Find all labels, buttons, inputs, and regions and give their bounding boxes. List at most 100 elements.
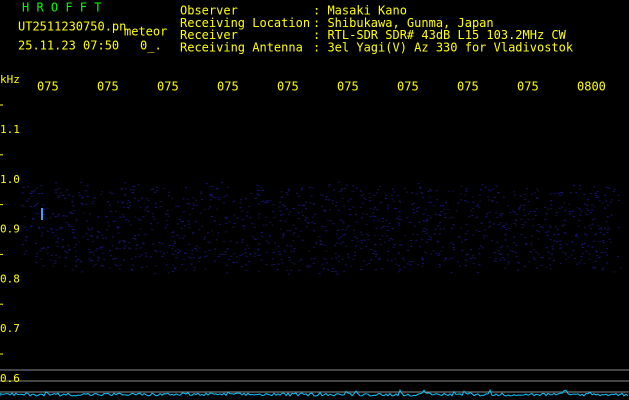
noise-pixel [284, 205, 286, 207]
noise-pixel [177, 205, 180, 207]
noise-pixel [235, 242, 238, 243]
noise-pixel [493, 197, 496, 198]
noise-pixel [42, 247, 45, 249]
time-label: 075 [277, 80, 299, 94]
noise-pixel [41, 248, 44, 250]
noise-pixel [350, 265, 353, 267]
app-name: H R O F F T [22, 1, 101, 15]
noise-pixel [513, 191, 516, 193]
noise-pixel [96, 237, 99, 239]
noise-pixel [251, 223, 254, 225]
noise-pixel [480, 245, 483, 247]
noise-pixel [598, 256, 601, 258]
noise-pixel [318, 236, 321, 238]
noise-pixel [319, 239, 322, 241]
noise-pixel [576, 236, 579, 238]
noise-pixel [575, 192, 578, 194]
noise-pixel [179, 221, 182, 223]
noise-pixel [553, 240, 556, 242]
noise-pixel [199, 193, 202, 195]
noise-pixel [173, 243, 176, 244]
noise-pixel [226, 248, 229, 250]
noise-pixel [496, 216, 499, 218]
noise-pixel [218, 199, 220, 201]
noise-pixel [339, 219, 342, 221]
noise-pixel [198, 247, 201, 249]
noise-pixel [146, 206, 149, 208]
noise-pixel [272, 211, 275, 213]
noise-pixel [573, 184, 576, 186]
noise-pixel [180, 227, 183, 229]
noise-pixel [525, 243, 528, 245]
noise-pixel [308, 265, 311, 267]
noise-pixel [421, 192, 424, 194]
noise-pixel [80, 182, 83, 183]
noise-pixel [475, 205, 478, 207]
noise-pixel [223, 196, 226, 198]
noise-pixel [41, 232, 44, 234]
noise-pixel [298, 260, 301, 262]
noise-pixel [306, 222, 309, 223]
noise-pixel [447, 208, 450, 210]
noise-pixel [272, 204, 275, 206]
noise-pixel [427, 238, 430, 240]
noise-pixel [98, 257, 101, 259]
noise-pixel [140, 254, 143, 256]
noise-pixel [289, 211, 292, 213]
noise-pixel [97, 260, 100, 262]
noise-pixel [437, 225, 440, 227]
noise-pixel [618, 227, 621, 229]
noise-pixel [230, 255, 233, 257]
noise-pixel [279, 228, 282, 230]
noise-pixel [563, 232, 566, 233]
noise-pixel [578, 220, 581, 222]
noise-pixel [530, 194, 533, 195]
noise-pixel [379, 185, 381, 187]
freq-label: 1.0 [0, 173, 20, 186]
noise-pixel [382, 226, 385, 227]
noise-pixel [388, 239, 390, 241]
noise-pixel [141, 267, 144, 268]
noise-pixel [37, 193, 40, 194]
noise-pixel [503, 225, 506, 227]
noise-pixel [362, 194, 365, 196]
noise-pixel [81, 197, 84, 199]
noise-pixel [606, 216, 609, 218]
noise-pixel [600, 252, 603, 254]
noise-pixel [366, 213, 369, 215]
noise-pixel [584, 203, 587, 205]
noise-pixel [249, 253, 252, 255]
noise-pixel [71, 228, 74, 230]
noise-pixel [345, 264, 347, 266]
freq-label: 0.8 [0, 272, 20, 285]
noise-pixel [183, 235, 186, 237]
noise-pixel [451, 216, 454, 218]
noise-pixel [210, 230, 213, 232]
noise-pixel [517, 269, 519, 271]
noise-pixel [567, 256, 570, 258]
noise-pixel [492, 223, 495, 225]
noise-pixel [367, 239, 370, 241]
noise-pixel [204, 268, 207, 270]
info-value: : 3el Yagi(V) Az 330 for Vladivostok [313, 40, 574, 54]
noise-pixel [120, 188, 123, 190]
noise-pixel [461, 241, 463, 243]
noise-pixel [325, 230, 328, 232]
noise-pixel [413, 212, 416, 214]
noise-pixel [392, 246, 395, 248]
noise-pixel [217, 187, 219, 189]
noise-pixel [171, 198, 174, 199]
noise-pixel [263, 201, 266, 203]
noise-pixel [380, 244, 382, 246]
noise-pixel [28, 198, 31, 200]
noise-pixel [588, 258, 591, 260]
noise-pixel [38, 226, 40, 228]
noise-pixel [362, 202, 365, 204]
noise-pixel [117, 232, 120, 234]
noise-pixel [265, 252, 268, 254]
noise-pixel [376, 192, 378, 194]
noise-pixel [602, 267, 605, 269]
noise-pixel [24, 239, 27, 241]
noise-pixel [331, 203, 334, 205]
noise-pixel [50, 259, 53, 261]
